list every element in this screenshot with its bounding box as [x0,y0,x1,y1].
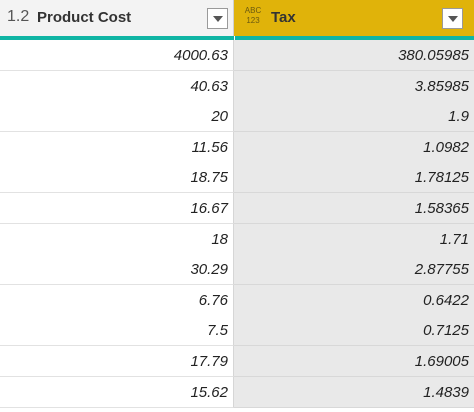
cell[interactable]: 1.58365 [234,193,474,224]
type-icon[interactable]: 1.2 [7,8,30,25]
cell[interactable]: 30.29 [0,254,234,286]
cell[interactable]: 18 [0,223,234,255]
cell[interactable]: 16.67 [0,193,234,224]
cell[interactable]: 40.63 [0,70,234,102]
type-icon-text: ABC [244,6,262,15]
cell[interactable]: 6.76 [0,284,234,316]
cell[interactable]: 17.79 [0,346,234,377]
column-header-selected[interactable] [234,0,474,36]
cell[interactable]: 11.56 [0,131,234,163]
cell[interactable]: 2.87755 [234,254,474,286]
column-name[interactable]: Tax [271,9,296,26]
cell[interactable]: 3.85985 [234,70,474,102]
cell[interactable]: 20 [0,101,234,133]
cell[interactable]: 4000.63 [0,40,234,71]
cell[interactable]: 1.9 [234,101,474,133]
type-icon-text: 123 [246,16,260,25]
type-icon[interactable]: ABC 123 [243,6,263,26]
column-header[interactable] [0,0,234,36]
cell[interactable]: 1.4839 [234,376,474,408]
quality-bar [235,36,474,40]
cell[interactable]: 1.78125 [234,162,474,194]
cell[interactable]: 0.7125 [234,315,474,347]
cell[interactable]: 1.69005 [234,346,474,377]
cell[interactable]: 18.75 [0,162,234,194]
cell[interactable]: 1.71 [234,223,474,255]
filter-button[interactable] [442,8,463,29]
quality-bar [0,36,234,40]
cell[interactable]: 1.0982 [234,131,474,163]
column-name[interactable]: Product Cost [37,9,132,26]
cell[interactable]: 7.5 [0,315,234,347]
cell[interactable]: 0.6422 [234,284,474,316]
cell[interactable]: 380.05985 [234,40,474,71]
filter-button[interactable] [207,8,228,29]
cell[interactable]: 15.62 [0,376,234,408]
